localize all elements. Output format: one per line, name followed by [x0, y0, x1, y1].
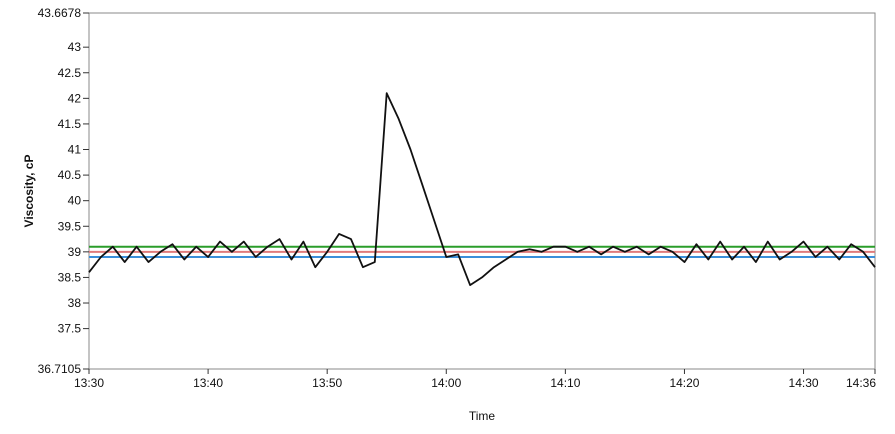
y-tick-label: 40.5 — [58, 168, 82, 182]
y-tick-label: 43.6678 — [38, 6, 82, 20]
x-tick-label: 13:50 — [312, 376, 342, 390]
x-tick-label: 14:10 — [550, 376, 580, 390]
x-tick-label: 14:20 — [669, 376, 699, 390]
x-tick-label: 14:30 — [789, 376, 819, 390]
y-axis-title: Viscosity, cP — [22, 155, 36, 228]
y-tick-label: 38.5 — [58, 270, 82, 284]
y-tick-label: 38 — [68, 296, 82, 310]
y-tick-label: 40 — [68, 194, 82, 208]
y-tick-label: 39.5 — [58, 219, 82, 233]
y-tick-label: 42.5 — [58, 66, 82, 80]
plot-area — [88, 12, 876, 370]
y-tick-label: 39 — [68, 245, 82, 259]
y-tick-label: 42 — [68, 91, 82, 105]
x-tick-label: 13:40 — [193, 376, 223, 390]
series-line-0 — [88, 92, 876, 287]
y-tick-label: 41.5 — [58, 117, 82, 131]
y-tick-label: 37.5 — [58, 322, 82, 336]
x-tick-label: 13:30 — [74, 376, 104, 390]
y-tick-label: 43 — [68, 40, 82, 54]
y-tick-label: 36.7105 — [38, 362, 82, 376]
x-tick-label: 14:36 — [846, 376, 876, 390]
x-tick-label: 14:00 — [431, 376, 461, 390]
y-tick-label: 41 — [68, 143, 82, 157]
x-axis-title: Time — [469, 409, 496, 423]
